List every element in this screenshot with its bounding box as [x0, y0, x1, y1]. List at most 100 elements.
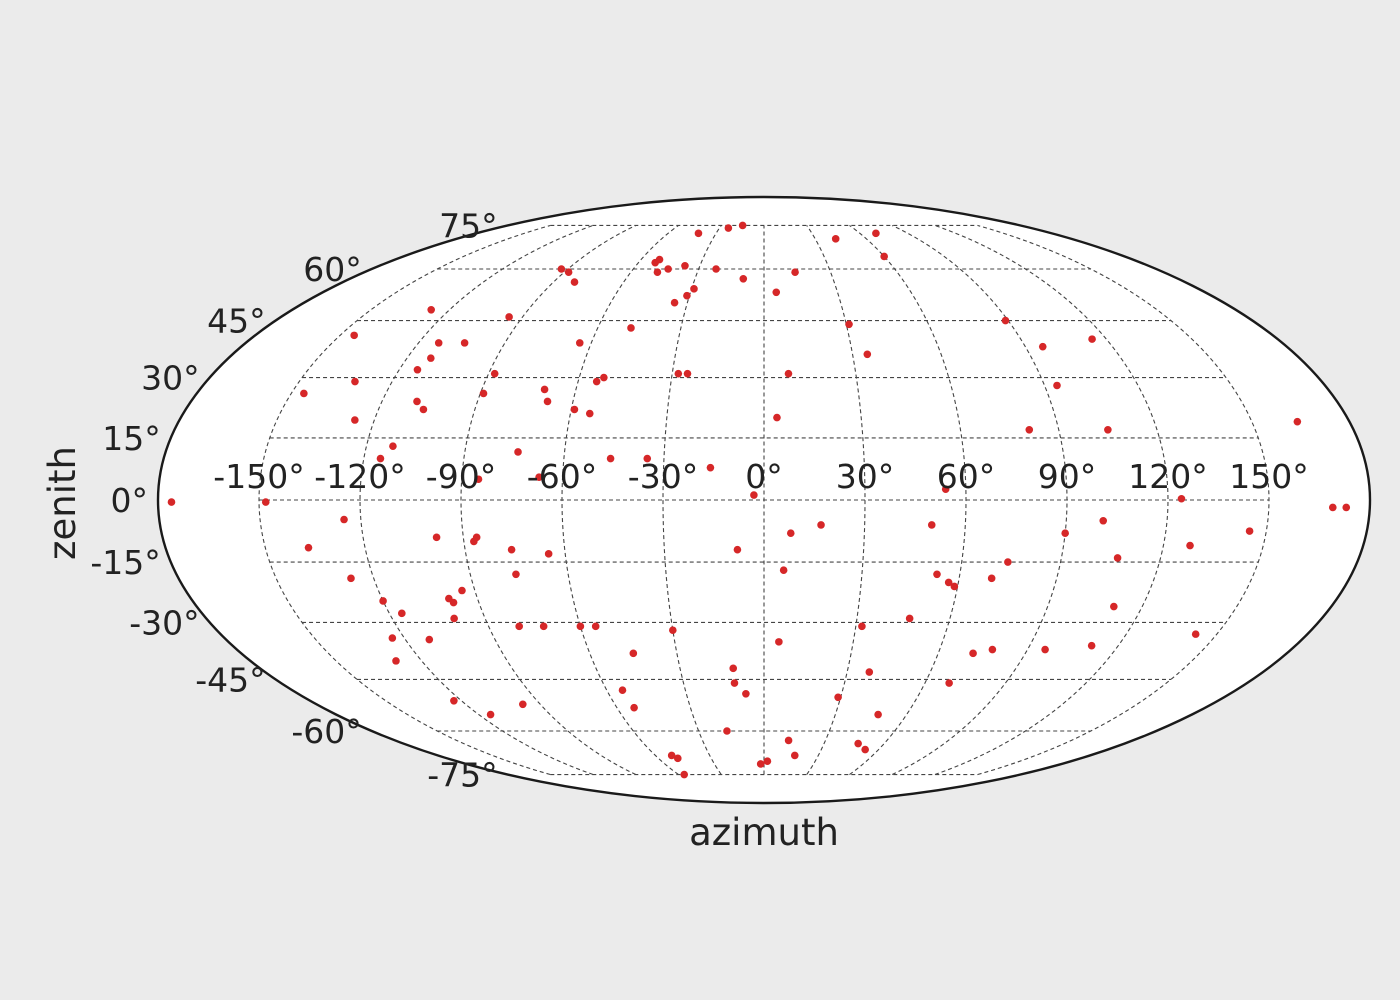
x-tick-label: -60° — [527, 457, 597, 496]
data-points — [167, 221, 1351, 779]
data-point — [880, 252, 888, 261]
data-point — [544, 550, 553, 558]
y-tick-label: -75° — [427, 756, 497, 795]
x-tick-label: -150° — [213, 457, 304, 496]
data-point — [351, 377, 359, 386]
data-point — [432, 533, 441, 542]
data-point — [413, 365, 422, 374]
y-tick-label: 15° — [102, 419, 161, 458]
data-point — [775, 638, 783, 646]
data-point — [690, 285, 698, 293]
data-point — [694, 229, 703, 238]
data-point — [773, 413, 781, 422]
data-point — [845, 320, 853, 329]
data-point — [1053, 381, 1061, 390]
data-point — [540, 385, 549, 394]
data-point — [750, 491, 758, 499]
data-point — [944, 578, 953, 587]
data-point — [592, 377, 601, 386]
data-point — [791, 268, 799, 277]
data-point — [739, 274, 748, 283]
grid-meridian — [977, 224, 1270, 776]
projection-boundary — [156, 195, 1372, 805]
data-point — [834, 693, 842, 702]
data-point — [706, 463, 715, 472]
y-tick-label: 30° — [141, 359, 200, 398]
x-tick-label: 150° — [1229, 457, 1309, 496]
x-axis-label: azimuth — [689, 811, 839, 854]
data-point — [1061, 529, 1069, 537]
y-tick-label: -45° — [195, 660, 265, 699]
grid-meridian — [934, 224, 1169, 776]
y-tick-label: 60° — [303, 250, 362, 289]
data-point — [784, 736, 793, 745]
data-point — [1113, 554, 1122, 562]
y-tick-label: -15° — [90, 543, 160, 582]
grid-lines — [258, 224, 1270, 776]
data-point — [450, 697, 458, 705]
data-point — [988, 645, 997, 654]
data-point — [858, 622, 866, 631]
data-point — [1186, 541, 1194, 550]
data-point — [392, 657, 400, 665]
data-point — [535, 473, 543, 481]
data-point — [738, 221, 747, 230]
data-point — [479, 389, 488, 398]
data-point — [425, 635, 434, 644]
y-tick-label: 0° — [111, 481, 149, 520]
y-tick-label: -60° — [291, 712, 361, 751]
data-point — [673, 754, 682, 763]
data-point — [591, 622, 600, 631]
data-point — [874, 710, 882, 719]
data-point — [575, 339, 584, 347]
x-tick-labels: -150° -120° -90° -60° -30° 0° 30° 60° 90° 120° 150… — [213, 457, 1308, 496]
data-point — [831, 235, 840, 243]
data-point — [450, 614, 458, 623]
data-point — [724, 224, 733, 232]
y-tick-labels: 75° 60° 45°30° 15° 0° -15° -30° -45° -60° -75° — [90, 207, 497, 795]
data-point — [472, 533, 481, 542]
data-point — [388, 634, 397, 642]
data-point — [1099, 516, 1108, 525]
data-point — [1001, 316, 1010, 325]
data-point — [733, 545, 742, 554]
data-point — [340, 515, 348, 524]
x-tick-label: -30° — [628, 457, 698, 496]
data-point — [449, 598, 458, 607]
grid-meridian — [849, 225, 967, 775]
x-tick-label: 0° — [745, 457, 783, 496]
data-point — [742, 689, 750, 698]
data-point — [434, 339, 443, 347]
data-point — [1088, 335, 1096, 343]
x-tick-label: -90° — [426, 457, 496, 496]
y-tick-label: -30° — [129, 603, 199, 642]
data-point — [987, 574, 996, 583]
data-point — [585, 409, 594, 418]
data-point — [1328, 503, 1337, 512]
y-tick-label: 45° — [207, 302, 266, 341]
data-point — [557, 265, 566, 273]
data-point — [1025, 425, 1034, 434]
data-point — [1110, 602, 1118, 611]
data-point — [576, 622, 585, 631]
grid-meridian — [662, 225, 722, 775]
data-point — [905, 614, 914, 623]
data-point — [670, 298, 679, 307]
data-point — [519, 700, 527, 709]
data-point — [515, 622, 523, 631]
grid-meridian — [258, 224, 551, 776]
data-point — [427, 305, 435, 314]
data-point — [1041, 645, 1049, 654]
data-point — [669, 626, 677, 635]
data-point — [927, 521, 936, 529]
data-point — [507, 545, 516, 554]
data-point — [664, 265, 672, 273]
data-point — [1038, 342, 1047, 351]
data-point — [398, 609, 406, 618]
data-point — [1191, 630, 1200, 638]
plot-area — [156, 195, 1372, 805]
grid-meridian — [891, 224, 1068, 776]
data-point — [683, 369, 692, 378]
data-point — [379, 597, 387, 605]
